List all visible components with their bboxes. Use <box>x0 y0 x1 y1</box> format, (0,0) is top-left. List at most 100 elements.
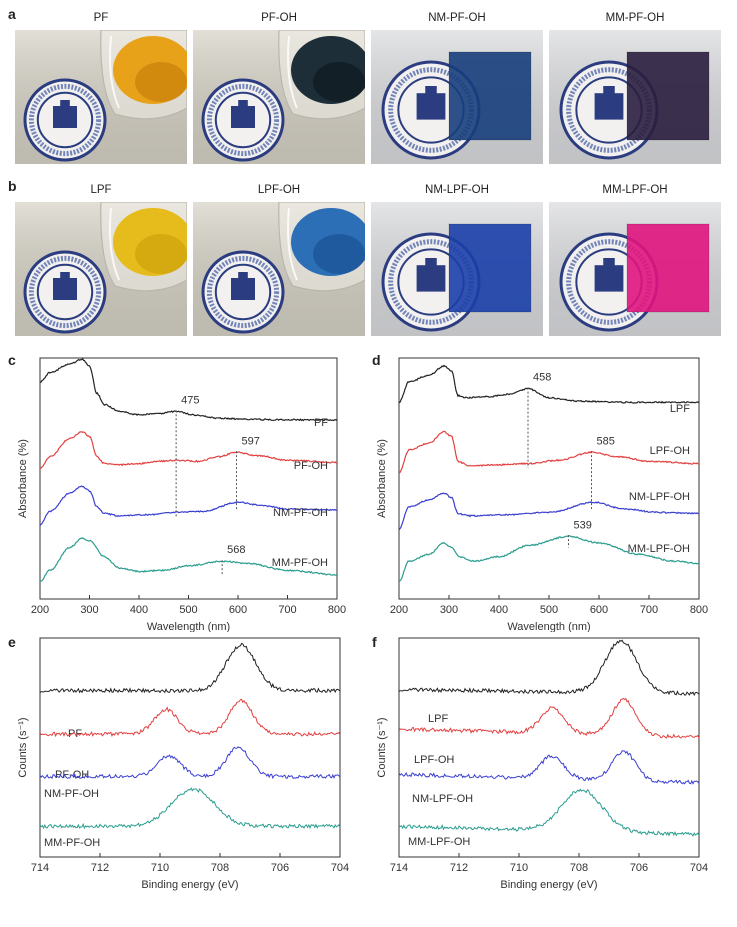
beaker-highlight <box>287 207 298 281</box>
series-line <box>39 431 338 469</box>
seal-lettering <box>28 255 102 329</box>
seal-emblem-top <box>238 272 248 284</box>
series-label: NM-PF-OH <box>44 788 99 800</box>
colored-film-edge <box>448 223 532 313</box>
xps-chart-lpf: 714 712 710 708 706 704 Binding energy (eV) Cou… <box>376 637 708 891</box>
series-line <box>39 787 341 830</box>
series-line <box>398 639 700 697</box>
x-axis-label: Wavelength (nm) <box>507 621 590 632</box>
beaker <box>278 202 365 292</box>
x-tick-label: 600 <box>590 604 608 616</box>
x-tick-label: 712 <box>91 862 109 874</box>
photo-image <box>549 30 721 164</box>
university-seal <box>201 78 285 162</box>
y-axis-label: Absorbance (%) <box>17 439 29 518</box>
series-line <box>398 535 700 582</box>
beaker-photo <box>15 202 187 336</box>
colored-film <box>627 224 709 312</box>
x-tick-label: 708 <box>211 862 229 874</box>
photo-image <box>15 202 187 336</box>
seal-emblem-top <box>60 272 70 284</box>
series-line <box>398 750 700 785</box>
photo-label: NM-PF-OH <box>428 12 486 24</box>
y-axis-label: Absorbance (%) <box>376 439 388 518</box>
photo-image <box>15 30 187 164</box>
peak-label: 475 <box>181 394 199 406</box>
seal-inner-ring <box>214 91 272 149</box>
x-axis-label: Binding energy (eV) <box>141 879 238 891</box>
seal-emblem-top <box>603 86 615 101</box>
photo-label: LPF-OH <box>257 184 301 196</box>
photo-image <box>371 30 543 164</box>
beaker <box>100 202 187 292</box>
beaker-photo <box>193 30 365 164</box>
peak-label: 585 <box>597 435 615 447</box>
university-seal <box>23 78 107 162</box>
series-label: LPF-OH <box>414 754 454 766</box>
beaker-liquid-shadow <box>135 62 187 102</box>
seal-emblem <box>231 106 255 128</box>
x-tick-label: 500 <box>540 604 558 616</box>
y-axis-label: Counts (s⁻¹) <box>376 717 388 777</box>
xps-chart-pf: 714 712 710 708 706 704 Binding energy (eV) Cou… <box>17 637 349 891</box>
photo-label: PF-OH <box>261 12 297 24</box>
seal-emblem <box>231 278 255 300</box>
plot-frame <box>39 637 341 858</box>
series-label: MM-LPF-OH <box>408 836 470 848</box>
x-tick-label: 600 <box>229 604 247 616</box>
seal-emblem-top <box>60 100 70 112</box>
seal-emblem-top <box>425 258 437 273</box>
seal-lettering <box>206 83 280 157</box>
seal-inner-ring <box>214 263 272 321</box>
series-line <box>39 746 341 780</box>
x-tick-label: 800 <box>328 604 346 616</box>
series-label: LPF <box>428 713 448 725</box>
photo-label: MM-LPF-OH <box>602 184 668 196</box>
series-line <box>39 537 338 582</box>
x-tick-label: 700 <box>640 604 658 616</box>
university-seal <box>23 250 107 334</box>
photo-image <box>371 202 543 336</box>
photo-image <box>193 202 365 336</box>
seal-emblem-top <box>238 100 248 112</box>
series-label: NM-PF-OH <box>273 507 328 519</box>
seal-emblem <box>53 106 77 128</box>
colored-film-edge <box>626 51 710 141</box>
beaker <box>100 30 187 120</box>
film-photo <box>371 202 543 336</box>
film-photo <box>549 202 721 336</box>
beaker-photo <box>15 30 187 164</box>
series-line <box>398 364 700 404</box>
colored-film <box>449 224 531 312</box>
beaker-liquid-shadow <box>313 234 365 274</box>
x-axis-label: Binding energy (eV) <box>500 879 597 891</box>
peak-label: 539 <box>574 519 592 531</box>
peak-label: 597 <box>242 435 260 447</box>
series-label: PF <box>314 417 328 429</box>
beaker <box>278 30 365 120</box>
y-axis-label: Counts (s⁻¹) <box>17 717 29 777</box>
plot-frame <box>398 357 700 600</box>
plot-frame <box>398 637 700 858</box>
panel-label-e: e <box>8 634 16 650</box>
seal-emblem-top <box>425 86 437 101</box>
x-tick-label: 300 <box>80 604 98 616</box>
series-line <box>398 697 700 739</box>
photo-label: LPF <box>90 184 112 196</box>
panel-label-c: c <box>8 352 16 368</box>
panel-label-f: f <box>372 634 377 650</box>
beaker-highlight <box>109 207 120 281</box>
colored-film <box>449 52 531 140</box>
seal-lettering <box>206 255 280 329</box>
x-tick-label: 710 <box>151 862 169 874</box>
x-tick-label: 712 <box>450 862 468 874</box>
film-photo <box>549 30 721 164</box>
series-label: MM-LPF-OH <box>628 543 690 555</box>
photo-image <box>549 202 721 336</box>
beaker-highlight <box>287 35 298 109</box>
seal-inner-ring <box>36 91 94 149</box>
series-line <box>39 485 338 526</box>
x-tick-label: 710 <box>510 862 528 874</box>
beaker-highlight <box>109 35 120 109</box>
series-line <box>398 430 700 474</box>
